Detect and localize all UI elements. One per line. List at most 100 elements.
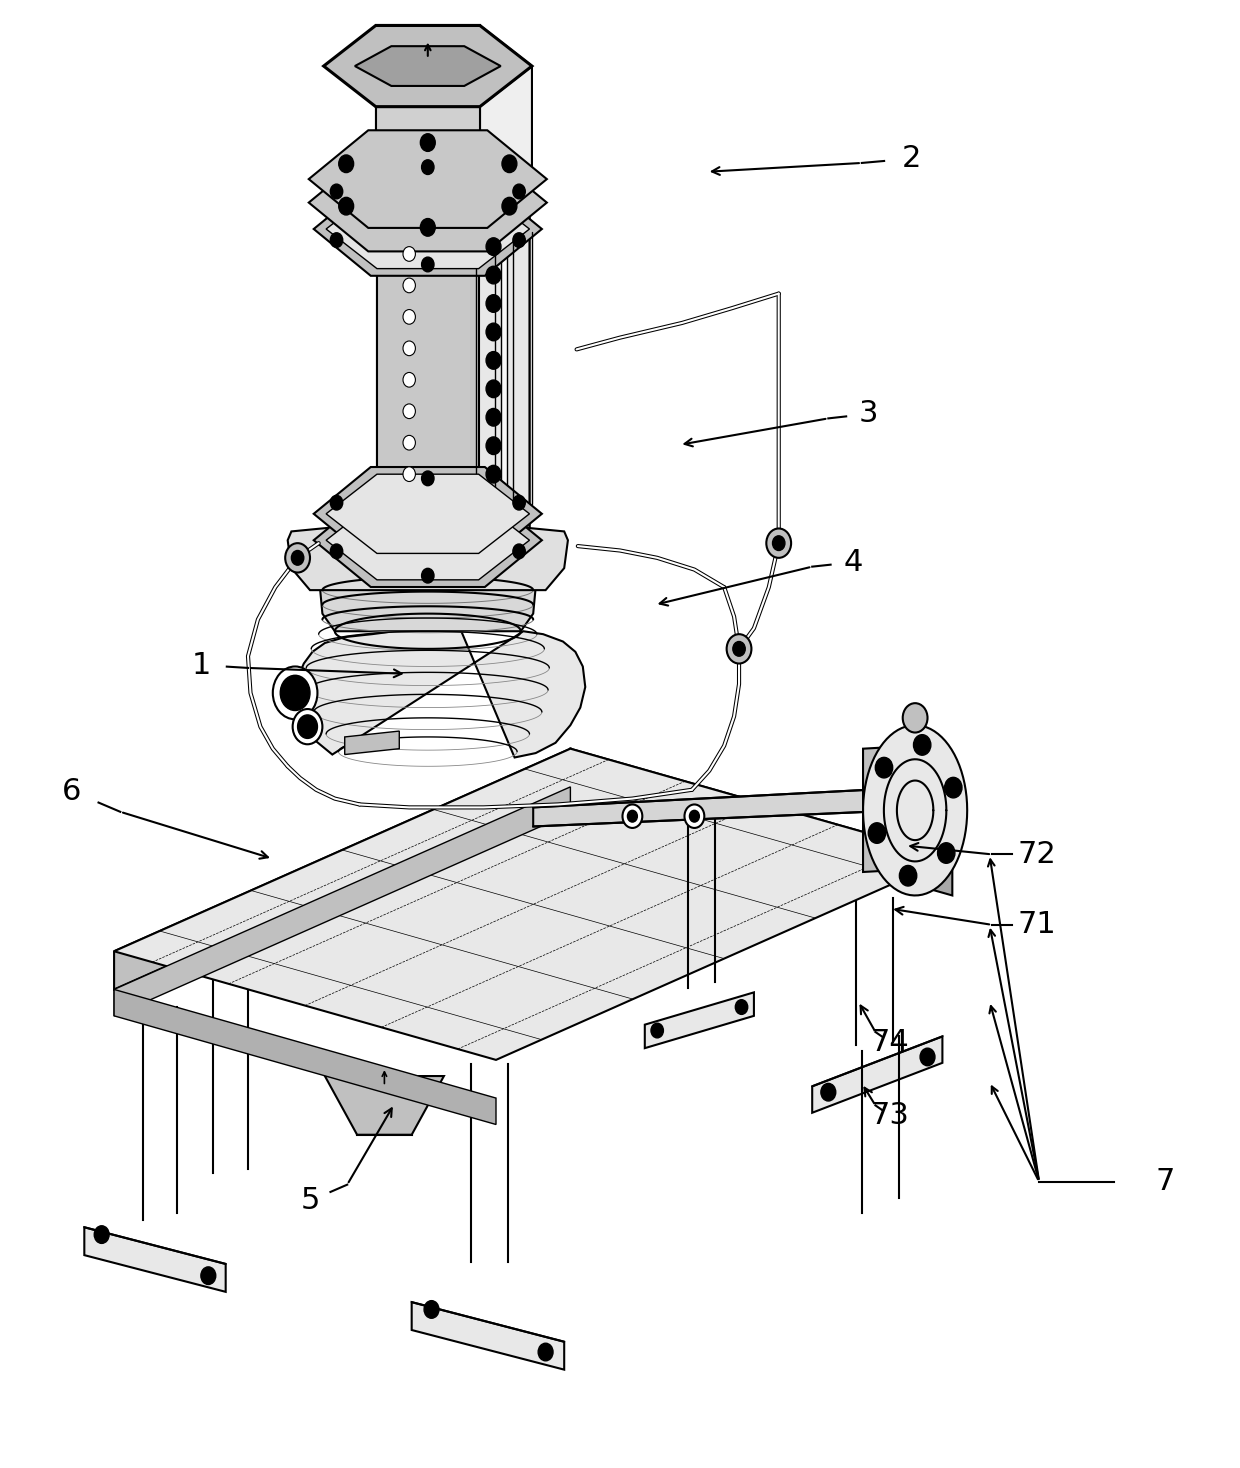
Circle shape: [403, 404, 415, 418]
Circle shape: [486, 238, 501, 255]
Text: 72: 72: [1017, 840, 1056, 869]
Circle shape: [727, 634, 751, 664]
Circle shape: [339, 156, 353, 173]
Circle shape: [280, 675, 310, 711]
Circle shape: [403, 341, 415, 355]
Circle shape: [293, 709, 322, 744]
Circle shape: [513, 233, 526, 248]
Polygon shape: [309, 131, 547, 228]
Circle shape: [285, 543, 310, 573]
Circle shape: [773, 536, 785, 550]
Text: 4: 4: [843, 548, 863, 577]
Polygon shape: [114, 787, 570, 1016]
Circle shape: [914, 734, 931, 755]
Polygon shape: [114, 989, 496, 1124]
Polygon shape: [812, 1036, 942, 1113]
Circle shape: [920, 1048, 935, 1066]
Circle shape: [733, 642, 745, 656]
Circle shape: [622, 804, 642, 828]
Text: 1: 1: [191, 650, 211, 680]
Circle shape: [502, 156, 517, 173]
Circle shape: [94, 1226, 109, 1243]
Circle shape: [273, 666, 317, 719]
Polygon shape: [480, 25, 532, 203]
Circle shape: [486, 295, 501, 313]
Circle shape: [513, 184, 526, 198]
Circle shape: [486, 380, 501, 398]
Circle shape: [651, 1023, 663, 1038]
Circle shape: [403, 310, 415, 324]
Text: 6: 6: [62, 777, 82, 806]
Circle shape: [486, 408, 501, 426]
Text: 71: 71: [1017, 910, 1056, 940]
Circle shape: [486, 352, 501, 370]
Polygon shape: [345, 731, 399, 755]
Polygon shape: [114, 749, 952, 1060]
Circle shape: [422, 257, 434, 272]
Circle shape: [538, 1343, 553, 1361]
Circle shape: [420, 219, 435, 236]
Circle shape: [298, 715, 317, 738]
Polygon shape: [326, 189, 529, 269]
Polygon shape: [863, 725, 967, 895]
Polygon shape: [325, 1076, 444, 1135]
Polygon shape: [326, 474, 529, 553]
Circle shape: [684, 804, 704, 828]
Text: 3: 3: [858, 399, 878, 429]
Circle shape: [903, 703, 928, 733]
Circle shape: [422, 568, 434, 583]
Circle shape: [735, 1000, 748, 1014]
Polygon shape: [314, 182, 542, 276]
Circle shape: [420, 134, 435, 151]
Polygon shape: [355, 46, 501, 87]
Circle shape: [486, 266, 501, 283]
Text: 74: 74: [870, 1028, 910, 1057]
Circle shape: [945, 778, 962, 799]
Circle shape: [403, 373, 415, 388]
Circle shape: [330, 495, 342, 509]
Polygon shape: [376, 25, 480, 161]
Polygon shape: [309, 154, 547, 251]
Polygon shape: [479, 163, 529, 540]
Circle shape: [513, 495, 526, 509]
Polygon shape: [324, 25, 532, 107]
Circle shape: [689, 810, 699, 822]
Polygon shape: [288, 518, 568, 590]
Polygon shape: [533, 790, 868, 826]
Circle shape: [422, 471, 434, 486]
Polygon shape: [84, 1227, 226, 1292]
Circle shape: [330, 233, 342, 248]
Circle shape: [937, 843, 955, 863]
Circle shape: [486, 465, 501, 483]
Polygon shape: [114, 749, 570, 989]
Circle shape: [291, 550, 304, 565]
Polygon shape: [570, 749, 952, 895]
Polygon shape: [480, 66, 532, 244]
Polygon shape: [326, 501, 529, 580]
Circle shape: [403, 247, 415, 261]
Polygon shape: [412, 1302, 564, 1370]
Circle shape: [486, 437, 501, 455]
Circle shape: [330, 184, 342, 198]
Circle shape: [403, 436, 415, 451]
Polygon shape: [314, 467, 542, 561]
Circle shape: [422, 160, 434, 175]
Polygon shape: [645, 992, 754, 1048]
Circle shape: [627, 810, 637, 822]
Circle shape: [875, 757, 893, 778]
Circle shape: [201, 1267, 216, 1284]
Polygon shape: [479, 203, 529, 580]
Circle shape: [403, 277, 415, 292]
Polygon shape: [501, 232, 507, 504]
Circle shape: [766, 528, 791, 558]
Circle shape: [899, 866, 916, 887]
Circle shape: [868, 822, 885, 843]
Circle shape: [821, 1083, 836, 1101]
Circle shape: [339, 197, 353, 214]
Polygon shape: [314, 493, 542, 587]
Text: 7: 7: [1156, 1167, 1176, 1196]
Text: 73: 73: [870, 1101, 910, 1130]
Circle shape: [486, 323, 501, 341]
Circle shape: [502, 197, 517, 214]
Polygon shape: [376, 107, 480, 244]
